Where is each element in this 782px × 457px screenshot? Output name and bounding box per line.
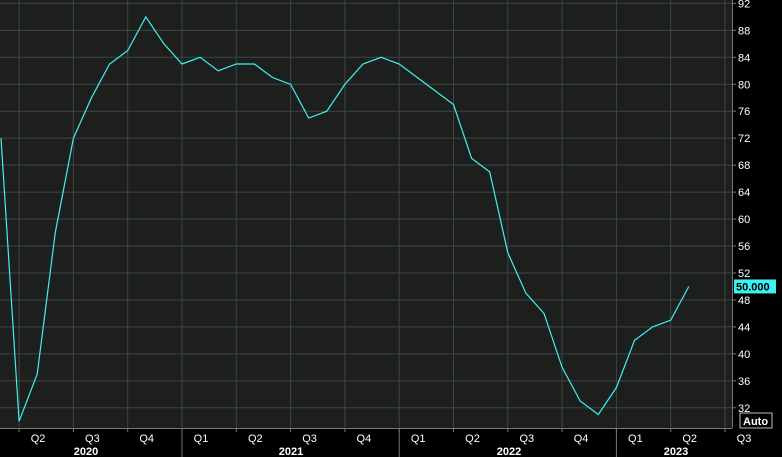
x-tick-label: Q1 (411, 433, 426, 445)
y-tick-label: 68 (738, 160, 750, 172)
y-tick-label: 92 (738, 0, 750, 10)
x-tick-label: Q4 (139, 433, 154, 445)
grid-lines (0, 0, 732, 428)
y-axis-labels: 32 36 40 44 48 52 56 60 64 68 72 76 80 84 88 92 (738, 0, 750, 415)
axes (0, 0, 736, 457)
x-tick-label: Q3 (737, 433, 752, 445)
auto-button-label: Auto (743, 416, 768, 428)
y-tick-label: 88 (738, 25, 750, 37)
y-tick-label: 84 (738, 52, 750, 64)
y-tick-label: 76 (738, 106, 750, 118)
x-tick-label: Q3 (519, 433, 534, 445)
y-tick-label: 56 (738, 241, 750, 253)
x-tick-label: Q2 (465, 433, 480, 445)
last-value-badge: 50.000 (734, 279, 776, 294)
year-labels: 2020 2021 2022 2023 (74, 446, 688, 457)
plot-area (0, 0, 732, 428)
x-tick-label: Q1 (628, 433, 643, 445)
y-tick-label: 32 (738, 403, 750, 415)
y-tick-label: 48 (738, 295, 750, 307)
x-tick-label: Q1 (194, 433, 209, 445)
x-tick-label: Q4 (574, 433, 589, 445)
x-tick-label: Q2 (682, 433, 697, 445)
y-tick-label: 72 (738, 133, 750, 145)
y-tick-label: 44 (738, 322, 750, 334)
x-tick-label: Q2 (248, 433, 263, 445)
series-line (0, 15, 690, 422)
year-label: 2021 (279, 446, 303, 457)
year-label: 2020 (74, 446, 98, 457)
y-tick-label: 80 (738, 79, 750, 91)
y-tick-label: 52 (738, 268, 750, 280)
y-tick-label: 36 (738, 376, 750, 388)
auto-button-frame (739, 412, 773, 429)
year-label: 2022 (497, 446, 521, 457)
y-tick-label: 64 (738, 187, 750, 199)
last-value-box (734, 279, 776, 294)
x-tick-label: Q2 (31, 433, 46, 445)
auto-scale-button[interactable]: Auto (739, 412, 773, 429)
year-label: 2023 (664, 446, 688, 457)
x-tick-label: Q4 (357, 433, 372, 445)
x-tick-label: Q3 (85, 433, 100, 445)
y-tick-label: 40 (738, 349, 750, 361)
x-tick-label: Q3 (302, 433, 317, 445)
y-tick-label: 60 (738, 214, 750, 226)
x-axis-labels: Q2 Q3 Q4 Q1 Q2 Q3 Q4 Q1 Q2 Q3 Q4 Q1 Q2 Q3 (31, 433, 752, 445)
last-value-text: 50.000 (736, 281, 770, 293)
